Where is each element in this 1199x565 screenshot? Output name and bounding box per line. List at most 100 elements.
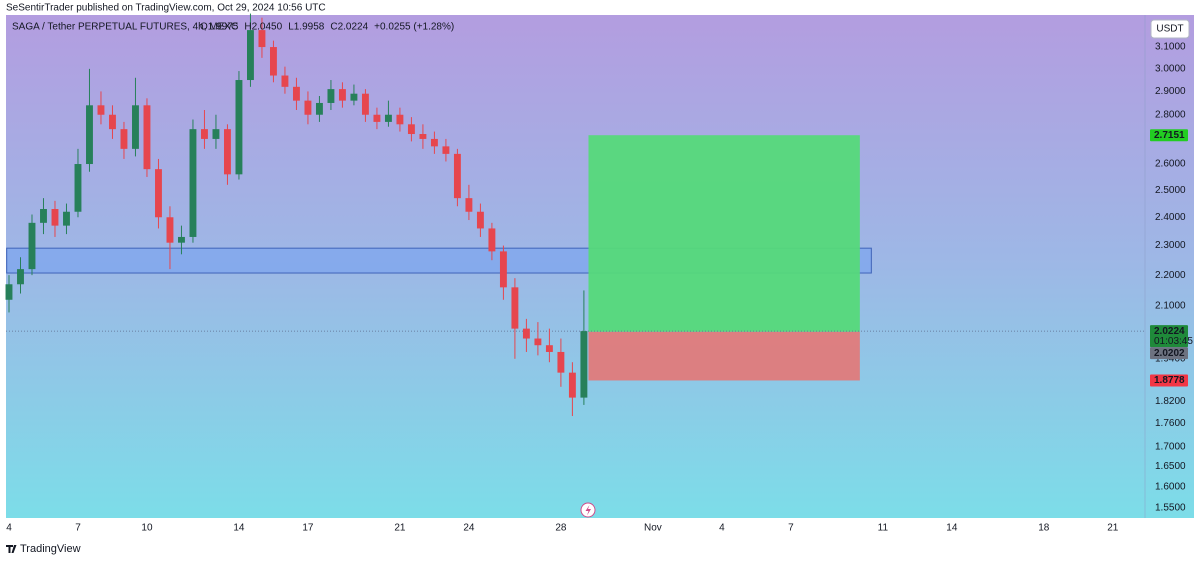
x-tick-label: Nov <box>644 523 662 534</box>
candle-body <box>63 211 70 226</box>
x-tick-label: 21 <box>394 523 406 534</box>
replay-icon[interactable] <box>580 502 596 518</box>
candle-body <box>17 269 24 285</box>
x-tick-label: 4 <box>719 523 725 534</box>
candle-body <box>281 75 289 87</box>
target-box <box>588 135 860 332</box>
candle-body <box>453 153 461 199</box>
y-tick-label: 3.1000 <box>1155 42 1186 53</box>
x-tick-label: 10 <box>141 523 153 534</box>
candle-body <box>292 86 300 101</box>
y-tick-label: 2.8000 <box>1155 109 1186 120</box>
candle-body <box>557 351 565 373</box>
entry-label: 2.0202 <box>1154 348 1185 359</box>
symbol: SAGA / Tether PERPETUAL FUTURES, 4h, MEX… <box>12 22 238 33</box>
candle-body <box>201 129 208 139</box>
candle-body <box>522 328 530 339</box>
candle-body <box>384 114 392 122</box>
tv-logo <box>6 545 17 553</box>
y-tick-label: 2.1000 <box>1155 301 1186 312</box>
candle-body <box>568 372 576 398</box>
x-tick-label: 11 <box>878 523 889 534</box>
candle-body <box>419 134 427 139</box>
candle-body <box>74 164 82 212</box>
candle-body <box>212 129 220 139</box>
y-tick-label: 1.6000 <box>1155 482 1186 493</box>
y-tick-label: 1.7600 <box>1155 418 1186 429</box>
candle-body <box>430 138 438 147</box>
candle-body <box>269 47 277 76</box>
y-tick-label: 2.5000 <box>1155 185 1186 196</box>
candle-body <box>5 284 13 300</box>
candle-body <box>373 114 381 122</box>
candle-body <box>442 146 450 154</box>
y-tick-label: 2.2000 <box>1155 270 1186 281</box>
x-tick-label: 18 <box>1038 523 1050 534</box>
candle-body <box>511 287 519 329</box>
x-tick-label: 21 <box>1107 523 1119 534</box>
stop-label: 1.8778 <box>1154 375 1185 386</box>
ohlc-legend: O1.9975 H2.0450 L1.9958 C2.0224 +0.0255 (+1.… <box>200 22 454 33</box>
candle-body <box>545 345 553 352</box>
y-tick-label: 2.4000 <box>1155 212 1186 223</box>
target-label: 2.7151 <box>1154 130 1185 141</box>
candle-body <box>86 105 93 165</box>
x-tick-label: 14 <box>946 523 958 534</box>
y-tick-label: 2.9000 <box>1155 86 1186 97</box>
candle-body <box>235 80 243 175</box>
candle-body <box>40 209 47 223</box>
ohlc-value: C2.0224 <box>330 22 368 33</box>
candle-body <box>407 124 415 135</box>
stop-box <box>588 331 860 381</box>
ohlc-value: L1.9958 <box>288 22 325 33</box>
candle-body <box>465 198 473 212</box>
plot <box>5 13 1145 417</box>
candle-body <box>580 331 588 398</box>
x-tick-label: 24 <box>463 523 475 534</box>
candle-body <box>327 89 335 103</box>
candle-body <box>338 89 346 101</box>
candle-body <box>499 251 507 288</box>
last-price-tag <box>1150 325 1188 348</box>
countdown: 01:03:45 <box>1154 336 1193 347</box>
candle-body <box>246 30 254 81</box>
y-tick-label: 1.8200 <box>1155 396 1186 407</box>
candle-body <box>361 93 369 115</box>
last-price-label: 2.0224 <box>1154 326 1185 337</box>
candle-body <box>488 228 496 252</box>
currency-box[interactable] <box>1150 19 1190 39</box>
x-tick-label: 4 <box>6 523 12 534</box>
stop-tag <box>1150 374 1188 387</box>
y-tick-label: 2.6000 <box>1155 159 1186 170</box>
entry-tag <box>1150 347 1188 360</box>
header: SeSentirTrader published on TradingView.… <box>6 3 326 14</box>
candle-body <box>224 129 231 175</box>
candle-body <box>109 114 116 130</box>
y-tick-label: 3.0000 <box>1155 63 1186 74</box>
x-tick-label: 14 <box>233 523 245 534</box>
y-tick-label: 1.5500 <box>1155 503 1186 514</box>
ohlc-value: H2.0450 <box>244 22 282 33</box>
candle-body <box>396 114 404 125</box>
footer: TradingView <box>20 543 81 555</box>
candle-body <box>350 93 358 101</box>
candle-body <box>476 211 484 229</box>
candle-body <box>28 222 36 270</box>
candle-body <box>166 217 174 243</box>
candle-body <box>132 105 139 149</box>
candle-body <box>155 169 162 218</box>
target-tag <box>1150 129 1188 142</box>
currency: USDT <box>1156 24 1183 35</box>
y-tick-label: 1.6500 <box>1155 461 1186 472</box>
x-tick-label: 28 <box>555 523 567 534</box>
candle-body <box>315 102 323 115</box>
candle-body <box>51 209 59 226</box>
y-tick-label: 1.7000 <box>1155 441 1186 452</box>
x-tick-label: 7 <box>788 523 794 534</box>
candle-body <box>178 236 185 243</box>
candle-body <box>189 129 197 237</box>
candle-body <box>534 338 542 346</box>
x-tick-label: 17 <box>302 523 314 534</box>
